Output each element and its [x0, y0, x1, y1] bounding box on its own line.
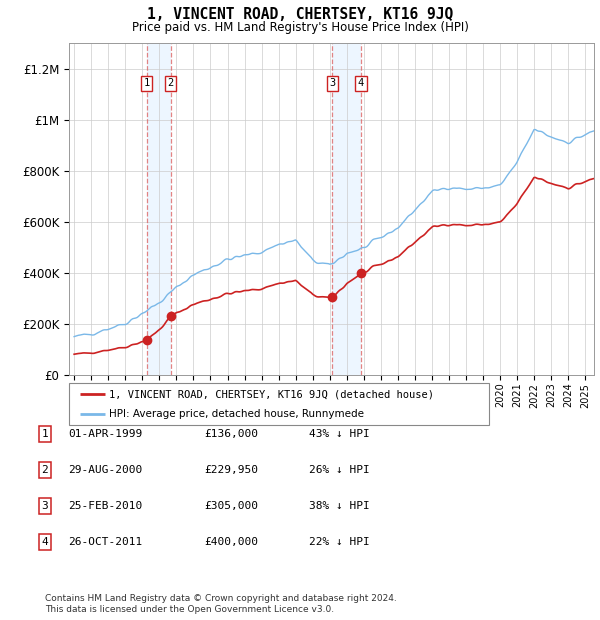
Text: HPI: Average price, detached house, Runnymede: HPI: Average price, detached house, Runn…	[109, 409, 364, 419]
Text: 26% ↓ HPI: 26% ↓ HPI	[308, 465, 370, 475]
Text: 1, VINCENT ROAD, CHERTSEY, KT16 9JQ: 1, VINCENT ROAD, CHERTSEY, KT16 9JQ	[147, 7, 453, 22]
Text: 01-APR-1999: 01-APR-1999	[68, 429, 142, 439]
Text: £305,000: £305,000	[204, 501, 258, 511]
Bar	[332, 43, 361, 375]
Text: Contains HM Land Registry data © Crown copyright and database right 2024.
This d: Contains HM Land Registry data © Crown c…	[45, 595, 397, 614]
Text: 26-OCT-2011: 26-OCT-2011	[68, 537, 142, 547]
Text: Price paid vs. HM Land Registry's House Price Index (HPI): Price paid vs. HM Land Registry's House …	[131, 21, 469, 34]
Text: 2: 2	[41, 465, 49, 475]
Text: 43% ↓ HPI: 43% ↓ HPI	[308, 429, 370, 439]
Text: 4: 4	[41, 537, 49, 547]
Text: 22% ↓ HPI: 22% ↓ HPI	[308, 537, 370, 547]
Text: £136,000: £136,000	[204, 429, 258, 439]
Text: 1, VINCENT ROAD, CHERTSEY, KT16 9JQ (detached house): 1, VINCENT ROAD, CHERTSEY, KT16 9JQ (det…	[109, 389, 434, 399]
Text: 1: 1	[41, 429, 49, 439]
Text: 2: 2	[167, 78, 174, 88]
Text: £229,950: £229,950	[204, 465, 258, 475]
Text: 3: 3	[41, 501, 49, 511]
Text: 38% ↓ HPI: 38% ↓ HPI	[308, 501, 370, 511]
Text: 25-FEB-2010: 25-FEB-2010	[68, 501, 142, 511]
Text: 4: 4	[358, 78, 364, 88]
Text: 29-AUG-2000: 29-AUG-2000	[68, 465, 142, 475]
Text: £400,000: £400,000	[204, 537, 258, 547]
Text: 3: 3	[329, 78, 335, 88]
Text: 1: 1	[143, 78, 149, 88]
Bar	[146, 43, 170, 375]
